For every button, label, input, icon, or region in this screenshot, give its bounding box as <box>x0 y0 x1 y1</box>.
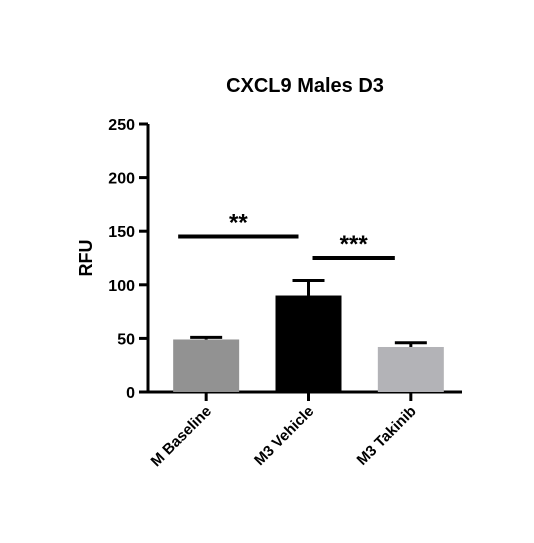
y-tick-label: 250 <box>108 117 135 134</box>
y-tick-label: 50 <box>117 331 135 348</box>
bar-2 <box>275 295 342 392</box>
y-tick-label: 100 <box>108 278 135 295</box>
y-axis-label: RFU <box>76 240 96 277</box>
x-tick-label: M3 Takinib <box>354 403 420 469</box>
y-tick-label: 150 <box>108 224 135 241</box>
significance-label-1: ** <box>229 210 248 237</box>
y-tick-label: 200 <box>108 171 135 188</box>
bar-3 <box>377 346 444 392</box>
plot-area: 0 50 100 150 200 250 M Baseline M3 Vehicle M3 Ta… <box>108 117 462 470</box>
significance-label-2: *** <box>340 231 369 258</box>
y-tick-label: 0 <box>126 385 135 402</box>
bar-1 <box>173 339 240 392</box>
x-tick-label: M3 Vehicle <box>251 403 317 469</box>
chart-title: CXCL9 Males D3 <box>226 75 384 97</box>
x-tick-label: M Baseline <box>148 403 215 470</box>
